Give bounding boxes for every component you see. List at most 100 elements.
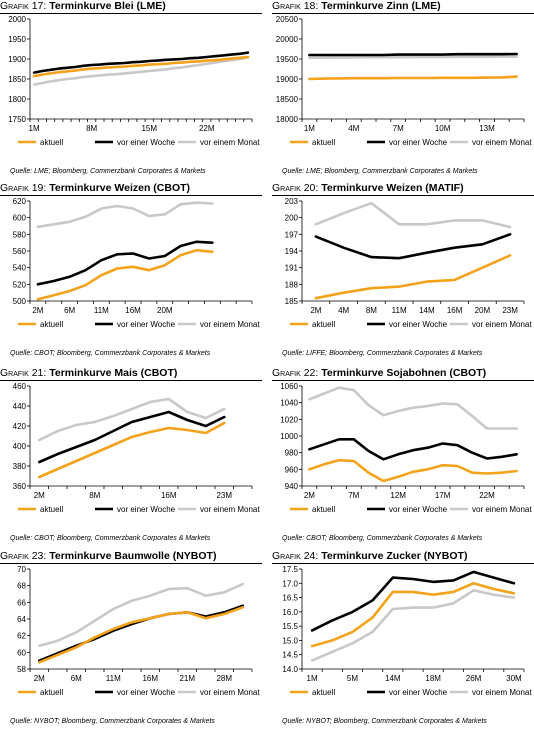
x-tick-label: 18M [425,674,441,683]
chart-title: Grafik 23: Terminkurve Baumwolle (NYBOT) [0,550,262,564]
chart-name: Terminkurve Baumwolle (NYBOT) [46,550,217,562]
source-note: Quelle: CBOT; Bloomberg, Commerzbank Cor… [10,535,211,542]
chart-panel: Grafik 21: Terminkurve Mais (CBOT) 360 380… [0,367,262,547]
chart-svg: 940 960 980 1000 1020 1040 1060 2M 7M 12M 17M 22M ak… [280,382,532,514]
y-tick-label: 1900 [8,55,26,64]
chart-title: Grafik 24: Terminkurve Zucker (NYBOT) [272,550,534,564]
series-line-vor-einem-monat [37,397,226,442]
y-tick-label: 14.5 [282,651,298,660]
chart-panel: Grafik 18: Terminkurve Zinn (LME) 18000 18… [272,0,534,180]
source-note: Quelle: CBOT; Bloomberg, Commerzbank Cor… [10,350,211,357]
chart-number: Grafik 17: [0,0,47,12]
legend-label: aktuell [40,688,63,697]
y-tick-label: 191 [285,264,299,273]
series-line-aktuell [314,254,512,300]
series-line-vor-einer-woche [308,52,518,57]
x-tick-label: 23M [216,491,232,500]
y-tick-label: 15.0 [282,636,298,645]
x-tick-label: 7M [393,124,404,133]
legend-label: vor einem Monat [472,320,532,329]
y-tick-label: 500 [13,297,27,306]
chart-title: Grafik 22: Terminkurve Sojabohnen (CBOT) [272,367,534,381]
x-tick-label: 2M [34,491,45,500]
x-tick-label: 14M [419,306,435,315]
chart-panel: Grafik 23: Terminkurve Baumwolle (NYBOT)… [0,550,262,730]
y-tick-label: 185 [285,297,299,306]
x-tick-label: 2M [34,674,45,683]
y-tick-label: 600 [13,214,27,223]
x-tick-label: 1M [29,124,40,133]
x-tick-label: 13M [479,124,495,133]
y-tick-label: 440 [13,402,27,411]
series-line-vor-einem-monat [308,386,518,430]
x-tick-label: 7M [348,491,359,500]
legend-label: vor einem Monat [472,138,532,147]
y-tick-label: 60 [17,648,26,657]
y-tick-label: 64 [17,615,26,624]
y-tick-label: 18000 [276,115,299,124]
source-note: Quelle: LME; Bloomberg, Commerzbank Corp… [10,168,206,175]
chart-svg: 500 520 540 560 580 600 620 2M 6M 11M 16M 20M aktuel… [13,197,261,329]
source-note: Quelle: LME; Bloomberg, Commerzbank Corp… [282,168,478,175]
chart-name: Terminkurve Weizen (CBOT) [46,182,191,194]
series-line-vor-einem-monat [37,582,245,647]
x-tick-label: 17M [435,491,451,500]
y-tick-label: 560 [13,247,27,256]
y-tick-label: 19000 [276,75,299,84]
y-tick-label: 20000 [276,35,299,44]
y-tick-label: 540 [13,264,27,273]
y-tick-label: 620 [13,197,27,206]
chart-svg: 14.0 14.5 15.0 15.5 16.0 16.5 17.0 17.5 1M 5M 14M 1… [282,565,532,697]
legend-label: vor einem Monat [200,320,260,329]
legend-label: aktuell [40,138,63,147]
chart-name: Terminkurve Blei (LME) [46,0,166,12]
series-line-vor-einer-woche [37,410,226,464]
chart-number: Grafik 19: [0,182,47,194]
series-line-vor-einem-monat [310,589,516,662]
y-tick-label: 62 [17,632,26,641]
chart-number: Grafik 24: [272,550,319,562]
y-tick-label: 70 [17,565,26,574]
chart-number: Grafik 18: [272,0,319,12]
y-tick-label: 200 [285,214,299,223]
series-line-aktuell [308,458,518,483]
x-tick-label: 15M [141,124,157,133]
source-note: Quelle: CBOT; Bloomberg, Commerzbank Cor… [282,535,483,542]
series-line-vor-einer-woche [314,232,512,260]
x-tick-label: 26M [466,674,482,683]
chart-svg: 58 60 62 64 66 68 70 2M 6M 11M 16M 21M 28M aktuell vor… [17,565,260,697]
chart-title: Grafik 21: Terminkurve Mais (CBOT) [0,367,262,381]
legend-label: aktuell [312,505,335,514]
legend-label: vor einem Monat [200,688,260,697]
legend-label: vor einer Woche [389,320,448,329]
x-tick-label: 5M [347,674,358,683]
x-tick-label: 22M [479,491,495,500]
series-line-aktuell [310,581,516,648]
legend-label: vor einer Woche [389,505,448,514]
y-tick-label: 15.5 [282,622,298,631]
legend-label: vor einem Monat [200,138,260,147]
y-tick-label: 1040 [280,399,298,408]
x-tick-label: 4M [338,306,349,315]
x-tick-label: 11M [392,306,407,315]
legend-label: vor einer Woche [117,320,176,329]
legend-label: aktuell [40,505,63,514]
x-tick-label: 8M [366,306,377,315]
x-tick-label: 1M [304,124,315,133]
series-line-vor-einer-woche [37,604,245,662]
y-tick-label: 580 [13,230,27,239]
series-line-vor-einem-monat [36,201,214,229]
y-tick-label: 380 [13,462,27,471]
y-tick-label: 400 [13,442,27,451]
y-tick-label: 17.0 [282,579,298,588]
x-tick-label: 16M [447,306,463,315]
legend-label: vor einem Monat [472,688,532,697]
y-tick-label: 203 [285,197,299,206]
x-tick-label: 2M [304,491,315,500]
chart-name: Terminkurve Sojabohnen (CBOT) [318,367,487,379]
series-line-vor-einem-monat [314,201,512,229]
y-tick-label: 194 [285,247,299,256]
x-tick-label: 22M [199,124,215,133]
x-tick-label: 8M [86,124,97,133]
y-tick-label: 2000 [8,15,26,24]
